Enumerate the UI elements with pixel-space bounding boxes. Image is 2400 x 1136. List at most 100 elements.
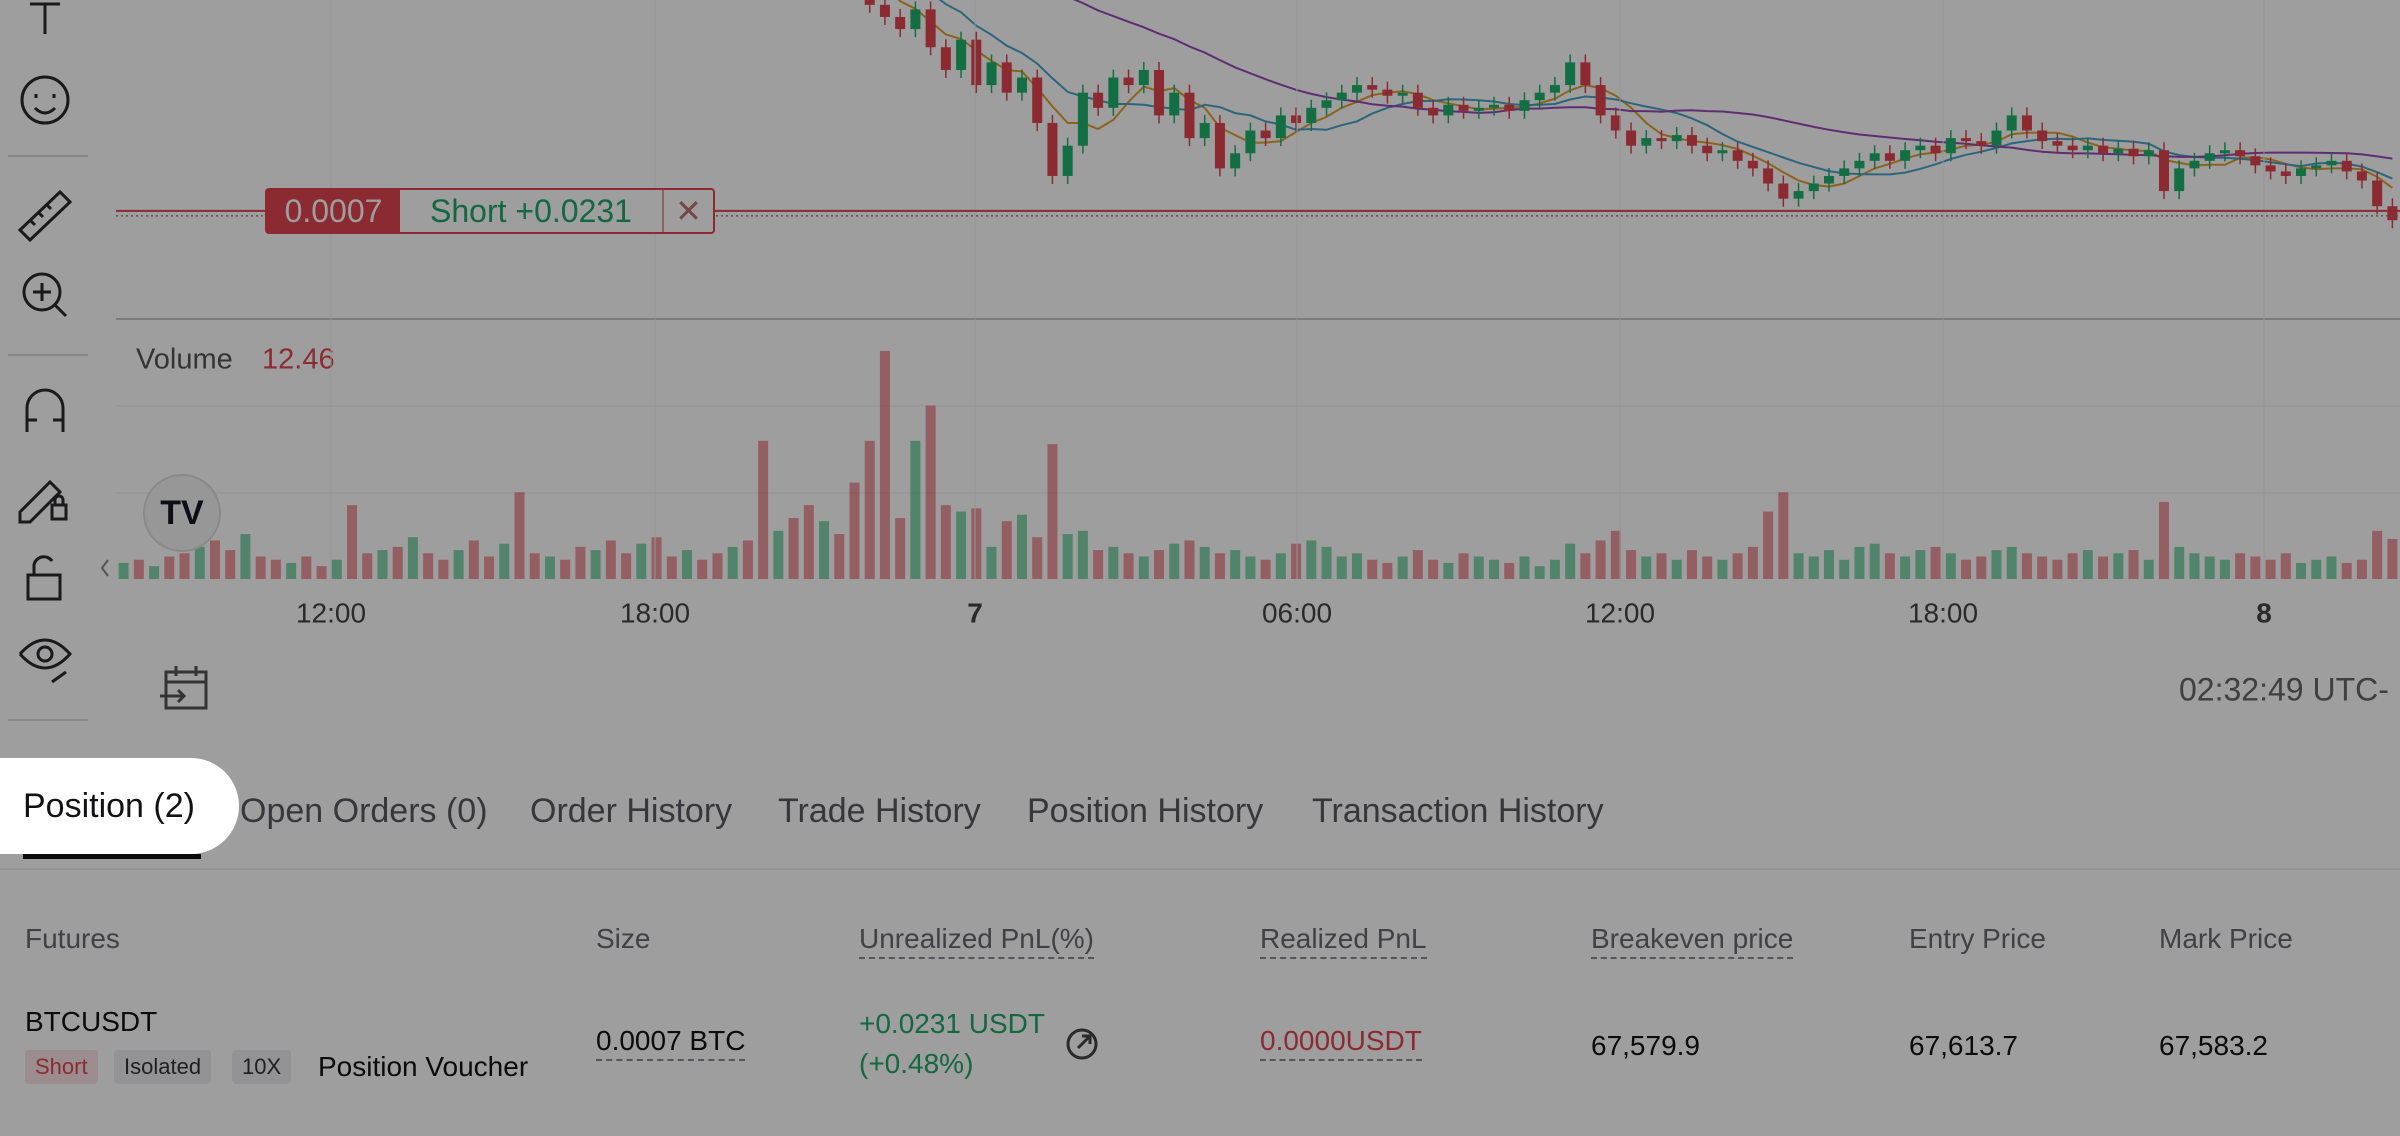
share-button[interactable]	[1064, 1026, 1100, 1062]
volume-bar	[468, 540, 479, 579]
volume-bar	[1991, 550, 2002, 579]
volume-bar	[1519, 556, 1530, 579]
candle	[1077, 92, 1088, 146]
volume-bar	[651, 537, 662, 579]
tab[interactable]: Transaction History	[1312, 792, 1604, 830]
emoji-tool[interactable]	[20, 75, 70, 125]
volume-bar	[2113, 553, 2124, 579]
candle	[2326, 160, 2337, 166]
candle	[864, 0, 875, 5]
candle	[1580, 62, 1591, 86]
tab-active[interactable]: Position (2)	[23, 787, 195, 825]
volume-bar	[2280, 553, 2291, 579]
candle	[1473, 107, 1484, 111]
volume-bar	[1763, 511, 1774, 579]
volume-bar	[1397, 556, 1408, 579]
position-pnl: Short +0.0231	[400, 190, 664, 232]
scroll-left[interactable]	[100, 559, 109, 577]
symbol[interactable]: BTCUSDT	[25, 1006, 158, 1037]
lock-drawing-tool[interactable]	[18, 479, 68, 524]
candle	[1732, 150, 1743, 161]
volume-bar	[331, 559, 342, 579]
volume-bar	[225, 550, 236, 579]
volume-bar	[1443, 562, 1454, 579]
volume-bar	[1580, 553, 1591, 579]
column-header[interactable]: Unrealized PnL(%)	[859, 925, 1094, 959]
candle	[2128, 148, 2139, 157]
candle	[940, 47, 951, 70]
volume-bar	[1275, 553, 1286, 579]
candle	[1549, 85, 1560, 93]
tradingview-logo[interactable]	[143, 474, 221, 552]
candle	[1991, 130, 2002, 146]
date-range-button[interactable]	[160, 666, 208, 710]
volume-bar	[2021, 553, 2032, 579]
volume-bar	[956, 511, 967, 579]
toolbar	[8, 2, 88, 721]
candle	[1793, 191, 1804, 199]
volume-bar	[484, 556, 495, 579]
volume-bar	[1351, 553, 1362, 579]
tab[interactable]: Open Orders (0)	[240, 792, 488, 830]
volume-bar	[392, 546, 403, 579]
zoom-tool[interactable]	[22, 272, 62, 312]
tab[interactable]: Position History	[1027, 792, 1264, 830]
volume-bar	[1671, 559, 1682, 579]
highlight-pill[interactable]: Position (2)	[0, 758, 239, 854]
candle	[1367, 85, 1378, 90]
volume-bar	[2326, 556, 2337, 579]
candle	[2204, 153, 2215, 161]
volume-bar	[1656, 553, 1667, 579]
candle	[1138, 69, 1149, 86]
candle	[1641, 138, 1652, 146]
close-position[interactable]: ✕	[675, 193, 702, 229]
volume-bar	[255, 556, 266, 579]
candle	[1291, 115, 1302, 123]
candle	[1336, 92, 1347, 101]
volume-pane	[118, 350, 2398, 579]
column-header[interactable]: Realized PnL	[1260, 925, 1427, 959]
candle	[2067, 145, 2078, 151]
volume-bar	[1260, 559, 1271, 579]
candle	[1351, 85, 1362, 93]
candle	[1062, 145, 1073, 176]
mark-price: 67,583.2	[2159, 1030, 2268, 1061]
size: 0.0007 BTC	[596, 1027, 746, 1061]
candle	[1747, 160, 1758, 169]
candle	[1428, 107, 1439, 116]
entry-price: 67,613.7	[1909, 1030, 2018, 1061]
volume-bar	[1047, 444, 1058, 579]
magnet-tool[interactable]	[25, 388, 65, 432]
text-tool[interactable]	[30, 2, 60, 34]
candle	[2235, 150, 2246, 157]
volume-bar	[2219, 559, 2230, 579]
volume-bar	[1336, 556, 1347, 579]
candle	[2052, 141, 2063, 146]
column-header: Mark Price	[2159, 923, 2293, 954]
volume-bar	[2250, 556, 2261, 579]
candle	[925, 9, 936, 48]
column-header[interactable]: Breakeven price	[1591, 925, 1794, 959]
candle	[1154, 69, 1165, 116]
volume-bar	[560, 559, 571, 579]
hide-tool[interactable]	[18, 638, 73, 684]
tab[interactable]: Trade History	[778, 792, 981, 830]
candle	[2356, 171, 2367, 181]
volume-bar	[362, 553, 373, 579]
candle	[1169, 92, 1180, 116]
volume-bar	[2052, 559, 2063, 579]
candle	[1443, 104, 1454, 116]
x-tick-label: 18:00	[1908, 597, 1978, 628]
grid	[116, 405, 2400, 494]
tab[interactable]: Order History	[530, 792, 733, 830]
candle	[1824, 175, 1834, 184]
candle	[1184, 92, 1195, 139]
volume-bar	[1291, 543, 1302, 579]
position-line-tag[interactable]: 0.0007 Short +0.0231 ✕	[265, 188, 715, 234]
candle	[910, 9, 921, 30]
voucher[interactable]: Position Voucher	[318, 1051, 529, 1082]
candle	[895, 16, 906, 30]
unlock-tool[interactable]	[26, 555, 62, 601]
ruler-tool[interactable]	[17, 189, 73, 243]
